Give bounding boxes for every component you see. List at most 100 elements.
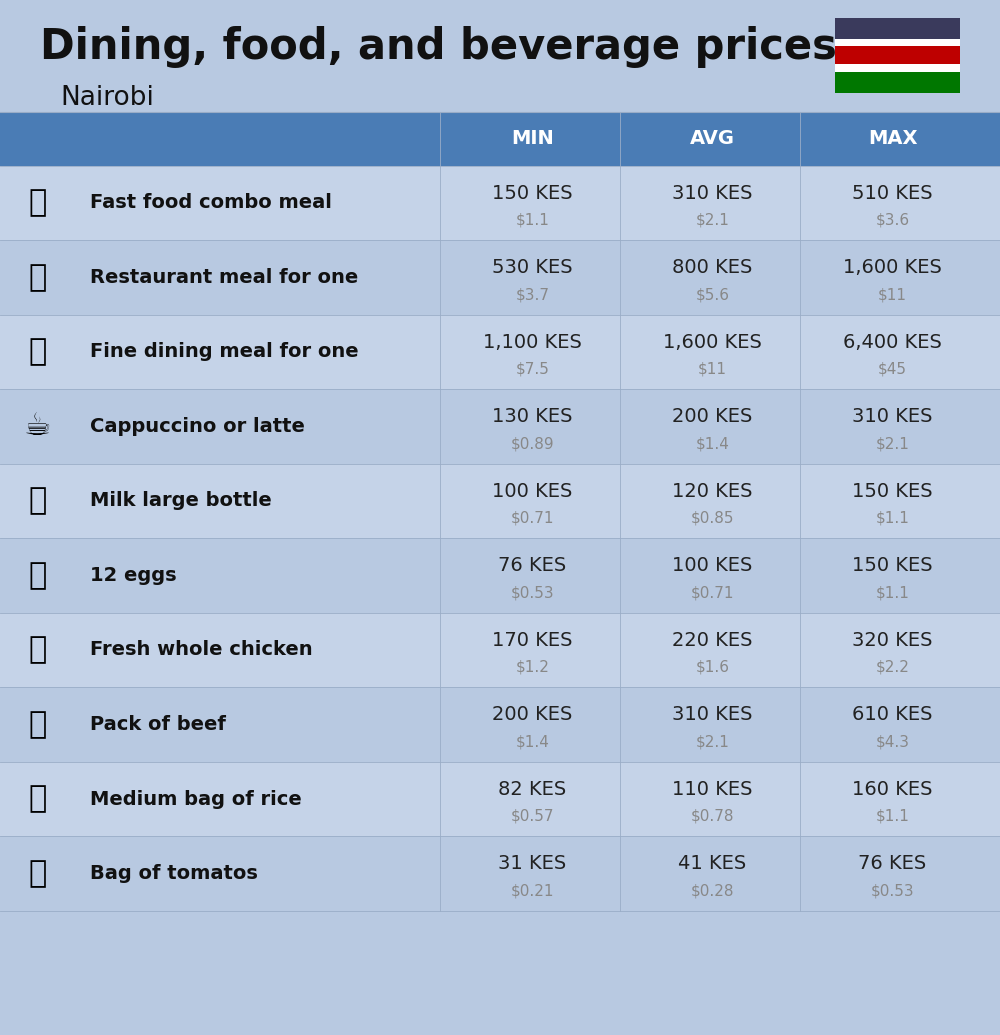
Text: Fine dining meal for one: Fine dining meal for one <box>90 343 359 361</box>
Text: $0.78: $0.78 <box>691 808 734 824</box>
Text: 31 KES: 31 KES <box>498 854 567 874</box>
Text: $0.57: $0.57 <box>511 808 554 824</box>
Text: 82 KES: 82 KES <box>498 779 567 799</box>
Text: 220 KES: 220 KES <box>672 630 753 650</box>
Text: $2.1: $2.1 <box>876 436 909 451</box>
FancyBboxPatch shape <box>0 112 1000 166</box>
Text: 🐔: 🐔 <box>28 635 47 664</box>
FancyBboxPatch shape <box>835 68 960 93</box>
Text: 🥚: 🥚 <box>28 561 47 590</box>
Text: Fast food combo meal: Fast food combo meal <box>90 194 332 212</box>
Text: 200 KES: 200 KES <box>672 407 753 426</box>
Text: $0.71: $0.71 <box>691 585 734 600</box>
Text: Restaurant meal for one: Restaurant meal for one <box>90 268 358 287</box>
Text: 800 KES: 800 KES <box>672 258 753 277</box>
Text: Fresh whole chicken: Fresh whole chicken <box>90 641 313 659</box>
Text: 76 KES: 76 KES <box>498 556 567 575</box>
Text: 150 KES: 150 KES <box>852 556 933 575</box>
FancyBboxPatch shape <box>0 240 1000 315</box>
Text: 🍳: 🍳 <box>28 263 47 292</box>
Text: AVG: AVG <box>690 129 735 148</box>
Text: Pack of beef: Pack of beef <box>90 715 226 734</box>
FancyBboxPatch shape <box>0 166 1000 240</box>
Text: $45: $45 <box>878 361 907 377</box>
FancyBboxPatch shape <box>835 64 960 71</box>
Text: 76 KES: 76 KES <box>858 854 927 874</box>
FancyBboxPatch shape <box>0 315 1000 389</box>
FancyBboxPatch shape <box>835 42 960 68</box>
Text: $7.5: $7.5 <box>516 361 549 377</box>
Text: $1.4: $1.4 <box>696 436 729 451</box>
Text: 100 KES: 100 KES <box>672 556 753 575</box>
Text: $1.1: $1.1 <box>876 808 909 824</box>
Text: 🍔: 🍔 <box>28 188 47 217</box>
Text: Nairobi: Nairobi <box>60 85 154 112</box>
Text: 510 KES: 510 KES <box>852 183 933 203</box>
Text: $5.6: $5.6 <box>696 287 730 302</box>
Text: 🥩: 🥩 <box>28 710 47 739</box>
Text: Cappuccino or latte: Cappuccino or latte <box>90 417 305 436</box>
Text: 100 KES: 100 KES <box>492 481 573 501</box>
FancyBboxPatch shape <box>835 39 960 47</box>
Text: 200 KES: 200 KES <box>492 705 573 724</box>
Text: $1.1: $1.1 <box>876 510 909 526</box>
FancyBboxPatch shape <box>0 613 1000 687</box>
Text: 12 eggs: 12 eggs <box>90 566 177 585</box>
Text: $1.6: $1.6 <box>696 659 730 675</box>
Text: 120 KES: 120 KES <box>672 481 753 501</box>
Text: 🍚: 🍚 <box>28 785 47 814</box>
Text: $0.28: $0.28 <box>691 883 734 898</box>
Text: 310 KES: 310 KES <box>672 705 753 724</box>
Text: Milk large bottle: Milk large bottle <box>90 492 272 510</box>
Text: 150 KES: 150 KES <box>852 481 933 501</box>
FancyBboxPatch shape <box>0 464 1000 538</box>
Text: $0.53: $0.53 <box>511 585 554 600</box>
Text: $1.1: $1.1 <box>516 212 549 228</box>
FancyBboxPatch shape <box>0 762 1000 836</box>
Text: MIN: MIN <box>511 129 554 148</box>
Text: $1.1: $1.1 <box>876 585 909 600</box>
Text: $11: $11 <box>698 361 727 377</box>
Text: 6,400 KES: 6,400 KES <box>843 332 942 352</box>
Text: $0.89: $0.89 <box>511 436 554 451</box>
FancyBboxPatch shape <box>835 18 960 42</box>
Text: 1,600 KES: 1,600 KES <box>843 258 942 277</box>
Text: $0.85: $0.85 <box>691 510 734 526</box>
Text: $11: $11 <box>878 287 907 302</box>
Text: 610 KES: 610 KES <box>852 705 933 724</box>
Text: $1.2: $1.2 <box>516 659 549 675</box>
Text: 130 KES: 130 KES <box>492 407 573 426</box>
Text: $1.4: $1.4 <box>516 734 549 749</box>
Text: Dining, food, and beverage prices: Dining, food, and beverage prices <box>40 26 837 67</box>
Text: $2.1: $2.1 <box>696 212 729 228</box>
Text: $0.21: $0.21 <box>511 883 554 898</box>
Text: $0.71: $0.71 <box>511 510 554 526</box>
Text: 1,600 KES: 1,600 KES <box>663 332 762 352</box>
Text: $3.6: $3.6 <box>875 212 910 228</box>
Text: $3.7: $3.7 <box>516 287 550 302</box>
Text: 110 KES: 110 KES <box>672 779 753 799</box>
Text: 🥛: 🥛 <box>28 486 47 515</box>
Text: 530 KES: 530 KES <box>492 258 573 277</box>
FancyBboxPatch shape <box>0 538 1000 613</box>
Text: 🍽: 🍽 <box>28 337 47 366</box>
Text: $4.3: $4.3 <box>876 734 910 749</box>
Text: $2.2: $2.2 <box>876 659 909 675</box>
FancyBboxPatch shape <box>0 389 1000 464</box>
Text: MAX: MAX <box>868 129 917 148</box>
Text: Medium bag of rice: Medium bag of rice <box>90 790 302 808</box>
Text: 310 KES: 310 KES <box>672 183 753 203</box>
Text: ☕: ☕ <box>24 412 51 441</box>
FancyBboxPatch shape <box>0 687 1000 762</box>
Text: 🍅: 🍅 <box>28 859 47 888</box>
Text: 320 KES: 320 KES <box>852 630 933 650</box>
Text: $0.53: $0.53 <box>871 883 914 898</box>
Text: Bag of tomatos: Bag of tomatos <box>90 864 258 883</box>
Text: 170 KES: 170 KES <box>492 630 573 650</box>
Text: 310 KES: 310 KES <box>852 407 933 426</box>
Text: $2.1: $2.1 <box>696 734 729 749</box>
Text: 160 KES: 160 KES <box>852 779 933 799</box>
Text: 150 KES: 150 KES <box>492 183 573 203</box>
Text: 41 KES: 41 KES <box>678 854 747 874</box>
FancyBboxPatch shape <box>0 836 1000 911</box>
